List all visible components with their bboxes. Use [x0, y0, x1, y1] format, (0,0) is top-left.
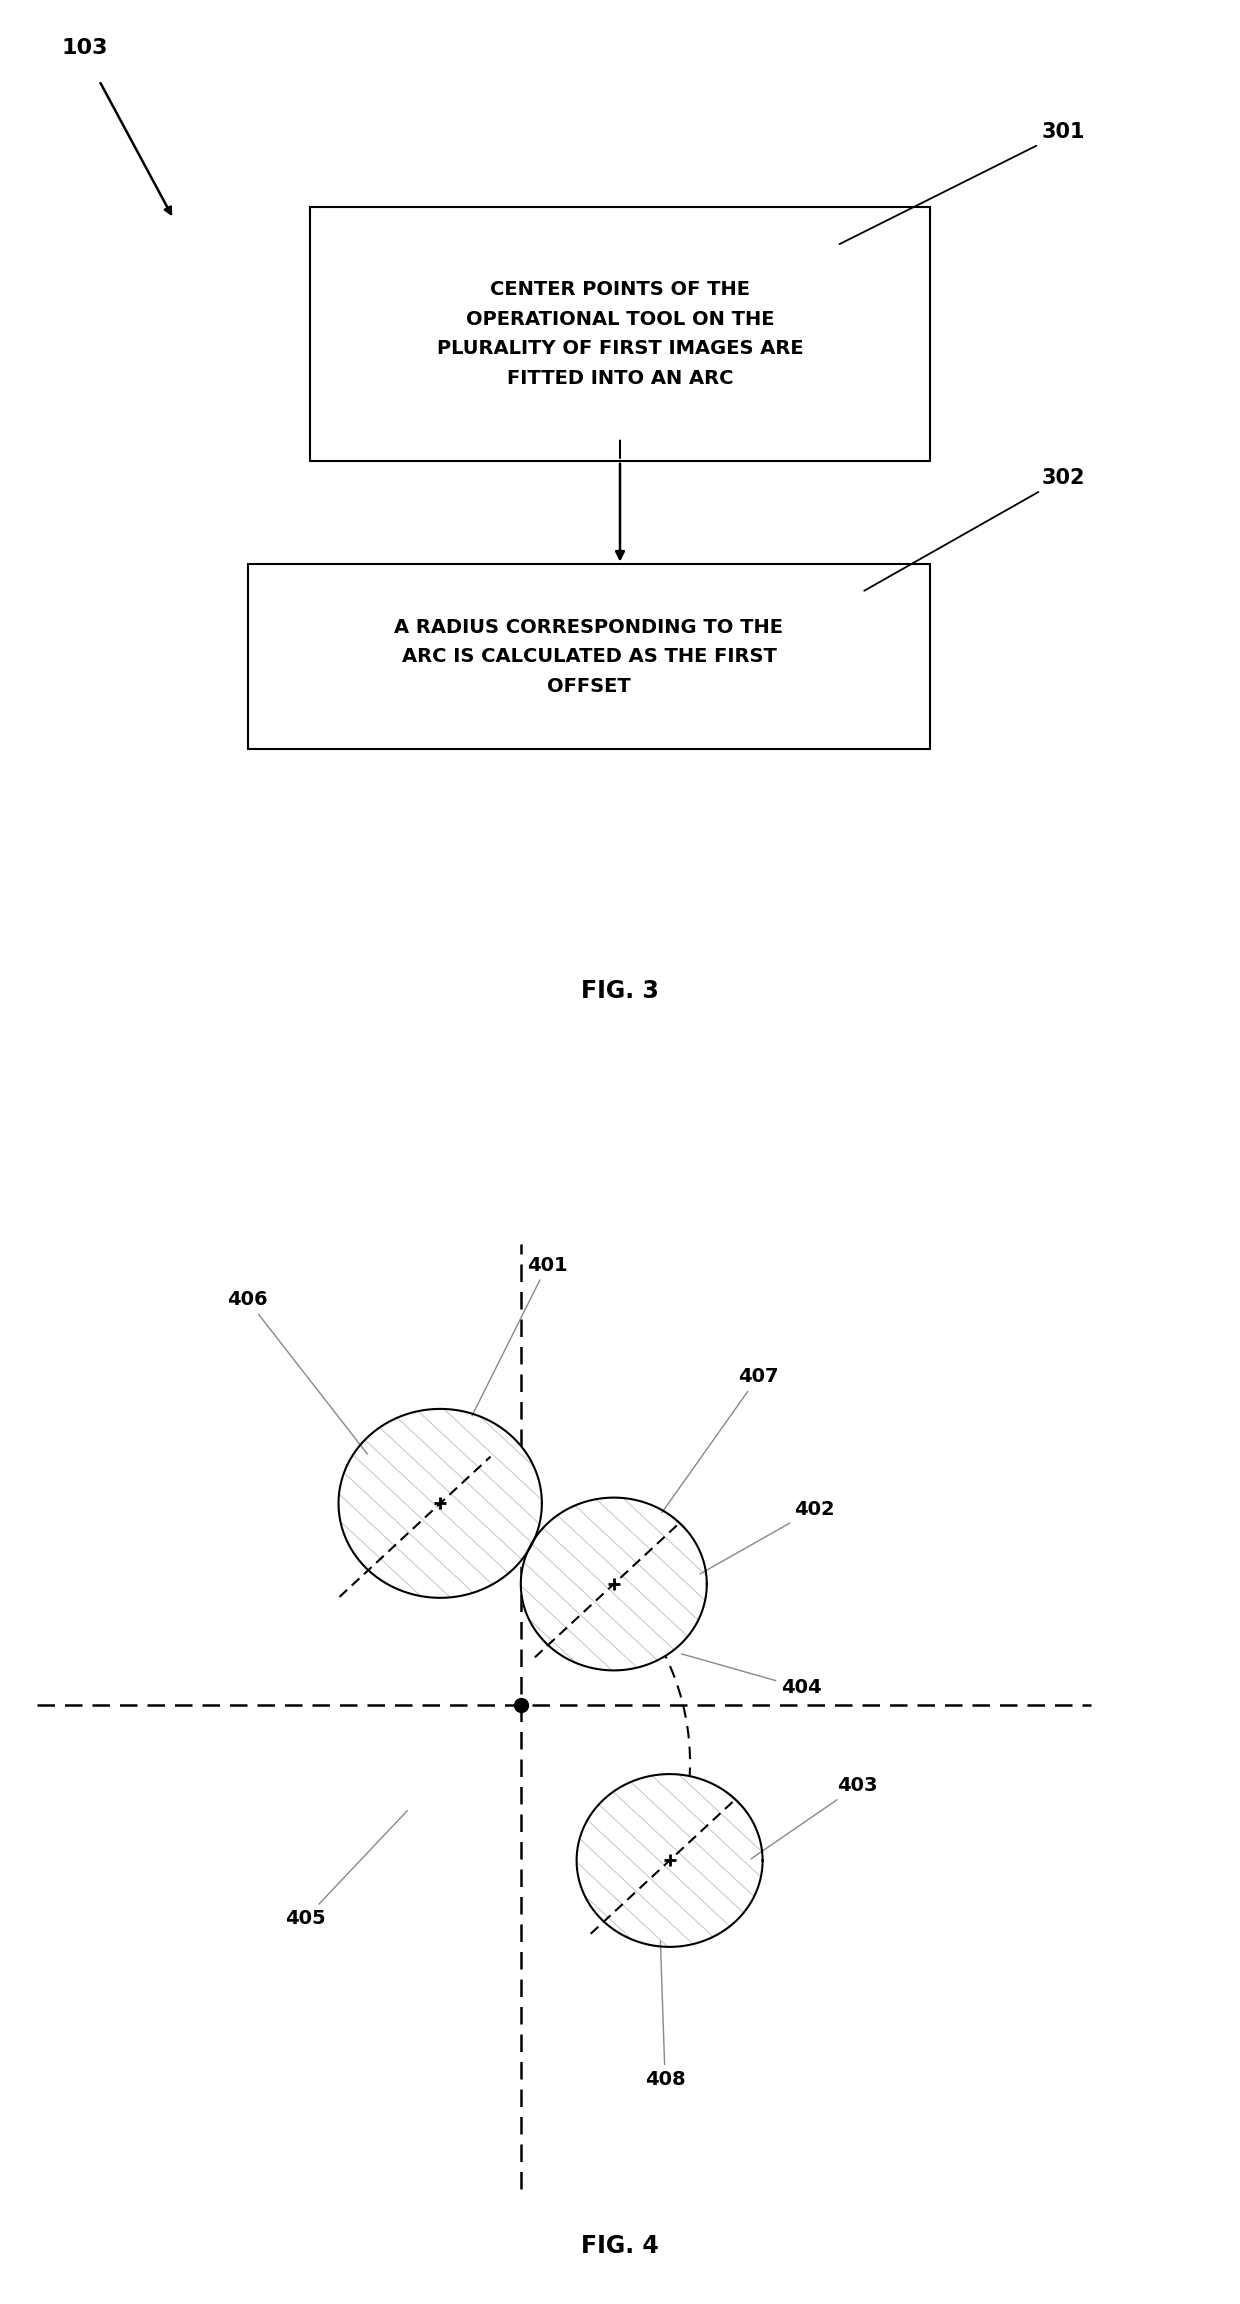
Text: 403: 403 — [751, 1776, 878, 1859]
Text: 406: 406 — [227, 1290, 367, 1454]
Text: 402: 402 — [699, 1500, 835, 1574]
Text: 407: 407 — [662, 1366, 779, 1514]
Text: FIG. 3: FIG. 3 — [582, 979, 658, 1002]
Polygon shape — [577, 1774, 763, 1947]
Polygon shape — [339, 1410, 542, 1597]
Text: A RADIUS CORRESPONDING TO THE
ARC IS CALCULATED AS THE FIRST
OFFSET: A RADIUS CORRESPONDING TO THE ARC IS CAL… — [394, 617, 784, 696]
FancyBboxPatch shape — [248, 564, 930, 749]
Text: 103: 103 — [62, 37, 109, 58]
Text: 405: 405 — [285, 1811, 407, 1928]
Text: FIG. 4: FIG. 4 — [582, 2235, 658, 2258]
Text: 301: 301 — [839, 122, 1085, 244]
Polygon shape — [521, 1498, 707, 1670]
FancyBboxPatch shape — [310, 207, 930, 461]
Text: 302: 302 — [864, 468, 1085, 590]
Text: 404: 404 — [682, 1654, 822, 1698]
Text: 401: 401 — [472, 1256, 568, 1417]
Text: CENTER POINTS OF THE
OPERATIONAL TOOL ON THE
PLURALITY OF FIRST IMAGES ARE
FITTE: CENTER POINTS OF THE OPERATIONAL TOOL ON… — [436, 281, 804, 387]
Text: 408: 408 — [645, 1940, 686, 2090]
